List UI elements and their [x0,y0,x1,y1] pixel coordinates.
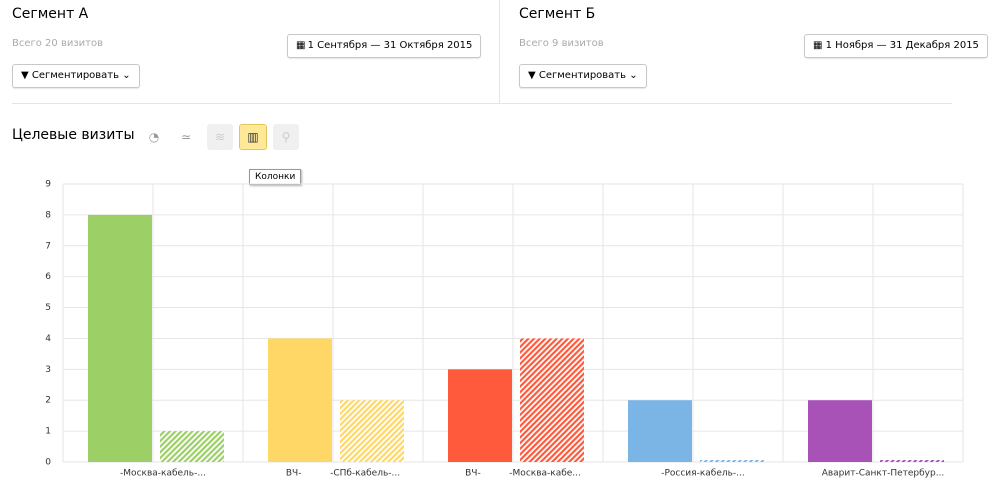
tooltip: Колонки [249,169,302,185]
y-tick-label: 9 [45,180,51,190]
x-tick-label: -Москва-кабель-... [120,469,206,479]
chart-title: Целевые визиты [12,127,135,143]
bar [340,400,404,462]
date-button[interactable]: ▦ 1 Сентября — 31 Октября 2015 [287,34,482,58]
x-tick-label: Аварит-Санкт-Петербур... [822,469,945,479]
line-icon[interactable]: ≃ [180,130,192,144]
y-tick-label: 8 [45,210,51,220]
x-tick-label: ВЧ- -Москва-кабе... [465,469,581,479]
pie-icon[interactable]: ◔ [148,130,160,144]
bar-icon[interactable]: ▥ [239,124,267,150]
y-tick-label: 4 [45,334,51,344]
x-tick-label: ВЧ- -СПб-кабель-... [286,469,400,479]
bar [520,338,584,462]
bar [160,431,224,462]
y-tick-label: 3 [45,365,51,375]
segment-label: Сегментировать [538,70,627,81]
x-tick-label: -Россия-кабель-... [661,469,745,479]
segment-title: Сегмент А [12,6,89,22]
date-button[interactable]: ▦ 1 Ноября — 31 Декабря 2015 [804,34,988,58]
y-tick-label: 6 [45,272,51,282]
segment-button[interactable]: ▼ Сегментировать ⌄ [519,64,647,88]
bar [700,460,764,462]
bar [88,214,152,462]
segment-a: Сегмент А Всего 20 визитов ▦ 1 Сентября … [12,0,492,100]
bar [628,400,692,462]
bar [448,369,512,462]
y-tick-label: 7 [45,241,51,251]
y-tick-label: 2 [45,396,51,406]
y-tick-label: 0 [45,458,51,468]
segment-label: Сегментировать [31,70,120,81]
segment-b: Сегмент Б Всего 9 визитов ▦ 1 Ноября — 3… [519,0,999,100]
area-icon[interactable]: ≋ [207,124,233,150]
date-range: 1 Ноября — 31 Декабря 2015 [825,40,979,51]
visits: Всего 9 визитов [519,38,604,49]
visits: Всего 20 визитов [12,38,104,49]
date-range: 1 Сентября — 31 Октября 2015 [307,40,473,51]
map-icon[interactable]: ⚲ [273,124,299,150]
bar [808,400,872,462]
segment-button[interactable]: ▼ Сегментировать ⌄ [12,64,140,88]
y-tick-label: 5 [45,303,51,313]
bar [268,338,332,462]
bar [880,460,944,462]
separator [12,103,952,104]
segment-title: Сегмент Б [519,6,596,22]
y-tick-label: 1 [45,427,51,437]
divider [499,0,500,103]
